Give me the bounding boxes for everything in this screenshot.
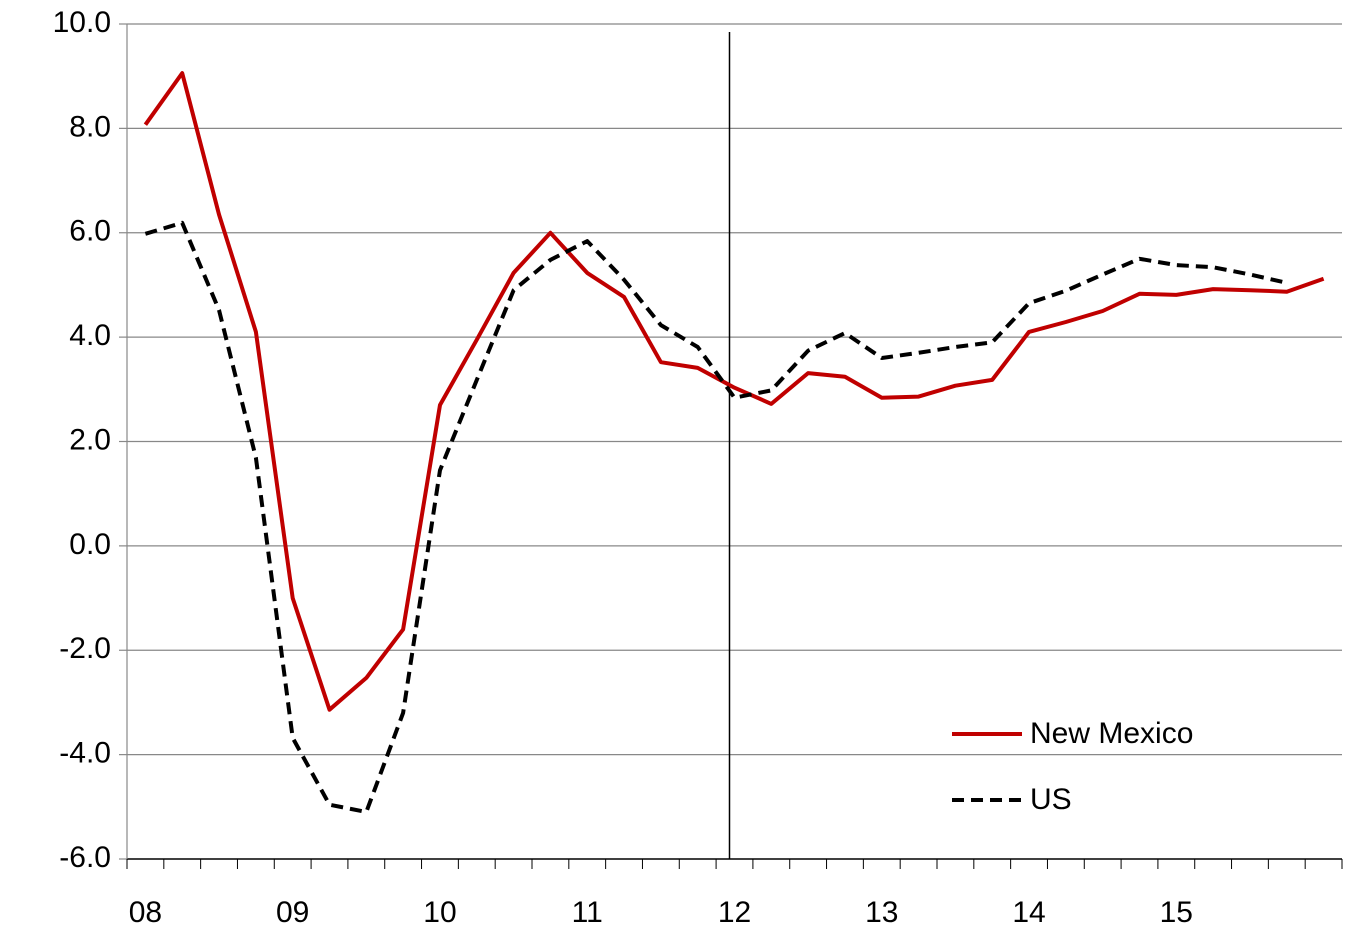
y-tick-label: -4.0	[59, 737, 111, 770]
y-tick-label: -2.0	[59, 632, 111, 665]
x-tick-label: 11	[572, 896, 603, 929]
y-tick-label: 4.0	[69, 319, 111, 352]
legend-label: US	[1030, 783, 1072, 816]
x-tick-label: 12	[718, 896, 751, 929]
series-line	[144, 220, 1288, 814]
x-tick-label: 15	[1160, 896, 1193, 929]
y-tick-label: 0.0	[69, 528, 111, 561]
y-tick-label: 6.0	[69, 215, 111, 248]
x-tick-label: 09	[276, 896, 309, 929]
x-tick-label: 13	[865, 896, 898, 929]
y-tick-label: 10.0	[53, 6, 111, 39]
x-tick-label: 08	[129, 896, 162, 929]
x-tick-label: 14	[1012, 896, 1045, 929]
legend-label: New Mexico	[1030, 717, 1193, 750]
y-tick-label: 8.0	[69, 110, 111, 143]
y-tick-label: -6.0	[59, 841, 111, 874]
y-tick-label: 2.0	[69, 423, 111, 456]
series-line	[143, 71, 1325, 712]
x-tick-label: 10	[423, 896, 456, 929]
